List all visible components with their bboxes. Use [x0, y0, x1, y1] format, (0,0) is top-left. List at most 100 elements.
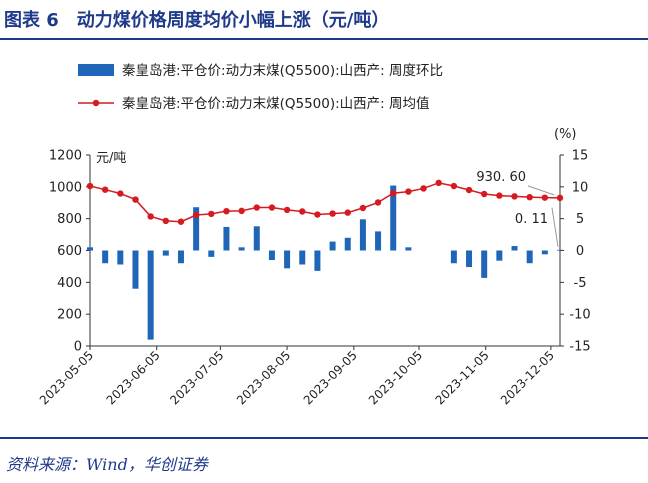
- line-point: [132, 196, 139, 203]
- bar: [299, 250, 306, 265]
- annotation-bar-value: 0. 11: [515, 212, 548, 227]
- bar-series: [87, 185, 563, 340]
- left-tick-label: 800: [57, 212, 82, 227]
- line-point: [405, 188, 412, 195]
- right-tick-label: -5: [574, 276, 587, 291]
- legend: 秦皇岛港:平仓价:动力末煤(Q5500):山西产: 周度环比 秦皇岛港:平仓价:…: [78, 63, 443, 112]
- bar: [375, 231, 382, 251]
- right-tick-label: -10: [569, 308, 590, 323]
- x-tick-label: 2023-08-05: [234, 348, 293, 407]
- bar: [102, 250, 109, 264]
- line-point: [329, 210, 336, 217]
- annotation-line-value: 930. 60: [476, 170, 526, 185]
- right-tick-label: 10: [572, 180, 589, 195]
- bar: [496, 250, 503, 261]
- line-point: [162, 217, 170, 225]
- line-point: [86, 182, 94, 190]
- line-point: [374, 199, 382, 206]
- line-point: [117, 190, 124, 197]
- line-point: [526, 193, 533, 201]
- bar: [87, 247, 93, 251]
- bar: [147, 250, 154, 340]
- bar: [390, 185, 397, 251]
- source-note: 资料来源：Wind，华创证券: [6, 455, 208, 474]
- bar: [132, 250, 139, 289]
- line-point: [192, 211, 200, 219]
- bar: [268, 250, 275, 261]
- line-point: [268, 204, 276, 211]
- right-axis-unit: (%): [554, 127, 577, 142]
- x-axis-ticks: 2023-05-05 2023-06-05 2023-07-05 2023-08-05…: [37, 346, 557, 407]
- bar: [557, 249, 563, 251]
- line-point: [299, 208, 306, 215]
- bar: [208, 250, 215, 257]
- title-rule: [0, 38, 648, 40]
- chart-title: 图表 6 动力煤价格周度均价小幅上涨（元/吨）: [4, 10, 390, 31]
- x-tick-label: 2023-09-05: [301, 348, 360, 407]
- bar: [314, 250, 321, 271]
- bar: [359, 219, 366, 251]
- line-point: [283, 206, 291, 214]
- line-series: [86, 179, 564, 225]
- bar: [481, 250, 488, 278]
- line-point: [556, 194, 564, 202]
- x-tick-label: 2023-11-05: [433, 348, 492, 407]
- left-tick-label: 1200: [49, 149, 82, 164]
- left-tick-label: 400: [57, 276, 82, 291]
- left-tick-label: 1000: [49, 180, 82, 195]
- left-tick-label: 600: [57, 244, 82, 259]
- line-point: [465, 186, 473, 194]
- left-axis-unit: 元/吨: [96, 151, 126, 166]
- line-point: [101, 186, 109, 193]
- bar: [405, 247, 412, 251]
- line-point: [238, 207, 245, 215]
- line-point: [177, 218, 185, 225]
- left-tick-label: 200: [57, 308, 82, 323]
- line-point: [511, 193, 518, 200]
- left-tick-label: 0: [74, 340, 82, 355]
- line-point: [314, 211, 321, 218]
- bar: [526, 250, 533, 264]
- x-tick-label: 2023-10-05: [366, 348, 425, 407]
- annotations: 930. 60 0. 11: [476, 170, 559, 247]
- line-point: [420, 185, 427, 192]
- bar: [253, 226, 260, 251]
- line-point: [147, 213, 154, 220]
- right-tick-label: 5: [576, 212, 584, 227]
- series-line: [89, 182, 561, 223]
- bar: [466, 250, 473, 268]
- right-tick-label: -15: [569, 340, 590, 355]
- annotation-leader-line: [527, 185, 555, 196]
- bar: [117, 250, 124, 265]
- line-point: [344, 209, 351, 216]
- x-tick-label: 2023-06-05: [104, 348, 163, 407]
- right-tick-label: 15: [572, 149, 589, 164]
- right-axis-ticks: -15 -10 -5 0 5 10 15: [560, 149, 591, 355]
- legend-bar-swatch: [78, 64, 114, 76]
- bar: [238, 247, 245, 251]
- bar: [541, 250, 548, 255]
- line-point: [496, 192, 503, 199]
- source-rule: [0, 437, 648, 439]
- x-tick-label: 2023-12-05: [498, 348, 557, 407]
- legend-bar-label: 秦皇岛港:平仓价:动力末煤(Q5500):山西产: 周度环比: [122, 63, 443, 79]
- left-axis-ticks: 0 200 400 600 800 1000 1200: [49, 149, 90, 355]
- bar: [177, 250, 184, 264]
- right-tick-label: 0: [576, 244, 584, 259]
- legend-line-label: 秦皇岛港:平仓价:动力末煤(Q5500):山西产: 周均值: [122, 96, 430, 112]
- bar: [511, 246, 518, 251]
- line-point: [541, 194, 549, 201]
- bar: [344, 237, 351, 251]
- line-point: [359, 204, 367, 212]
- x-tick-label: 2023-07-05: [167, 348, 226, 407]
- line-point: [480, 190, 488, 198]
- bar: [162, 250, 169, 256]
- bar: [193, 207, 200, 251]
- bar: [450, 250, 457, 264]
- annotation-leader-bar: [551, 207, 559, 247]
- bar: [223, 226, 230, 251]
- line-point: [253, 204, 260, 211]
- x-tick-label: 2023-05-05: [37, 348, 96, 407]
- line-point: [223, 207, 230, 215]
